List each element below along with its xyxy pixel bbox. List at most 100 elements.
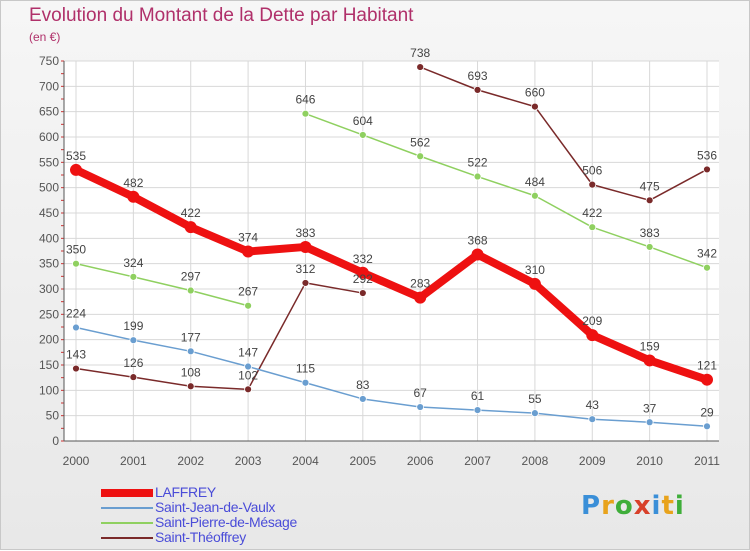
data-label-laffrey: 310 — [525, 263, 545, 277]
y-tick-label: 200 — [39, 333, 59, 347]
data-point-saint-jean-de-vaulx — [588, 415, 597, 424]
data-point-laffrey — [184, 221, 197, 234]
data-point-saint-jean-de-vaulx — [186, 347, 195, 356]
data-label-saint-pierre-de-mesage: 484 — [525, 175, 545, 189]
data-label-laffrey: 332 — [353, 252, 373, 266]
data-point-saint-jean-de-vaulx — [301, 378, 310, 387]
data-label-saint-theoffrey: 108 — [181, 365, 201, 379]
x-tick-label: 2006 — [407, 454, 434, 468]
x-tick-label: 2004 — [292, 454, 319, 468]
data-label-saint-jean-de-vaulx: 61 — [471, 389, 485, 403]
data-point-saint-pierre-de-mesage — [301, 109, 310, 118]
x-tick-label: 2009 — [579, 454, 606, 468]
data-label-saint-pierre-de-mesage: 342 — [697, 247, 717, 261]
data-point-saint-pierre-de-mesage — [531, 191, 539, 200]
data-point-saint-pierre-de-mesage — [72, 259, 80, 268]
data-label-saint-jean-de-vaulx: 55 — [528, 392, 542, 406]
x-tick-label: 2003 — [235, 454, 262, 468]
data-label-saint-theoffrey: 143 — [66, 348, 86, 362]
data-point-saint-jean-de-vaulx — [244, 362, 252, 371]
y-tick-label: 600 — [39, 130, 59, 144]
legend-swatch — [101, 537, 153, 539]
y-tick-label: 100 — [39, 383, 59, 397]
data-label-saint-theoffrey: 536 — [697, 148, 717, 162]
data-label-saint-jean-de-vaulx: 177 — [181, 330, 201, 344]
x-tick-label: 2011 — [694, 454, 720, 468]
chart-subtitle: (en €) — [29, 30, 61, 44]
data-label-laffrey: 482 — [123, 176, 143, 190]
data-point-saint-theoffrey — [531, 102, 539, 111]
data-label-saint-theoffrey: 475 — [640, 179, 660, 193]
data-point-laffrey — [127, 190, 140, 203]
data-point-saint-jean-de-vaulx — [645, 418, 654, 427]
data-point-saint-theoffrey — [416, 63, 425, 71]
legend-label: Saint-Théoffrey — [155, 529, 246, 545]
legend-label: LAFFREY — [155, 484, 216, 500]
data-label-saint-pierre-de-mesage: 646 — [295, 93, 315, 107]
y-tick-label: 650 — [39, 105, 59, 119]
y-tick-label: 500 — [39, 181, 59, 195]
data-label-saint-pierre-de-mesage: 562 — [410, 135, 430, 149]
data-label-saint-pierre-de-mesage: 383 — [640, 226, 660, 240]
y-tick-label: 250 — [39, 307, 59, 321]
legend-swatch — [101, 507, 153, 509]
series-line-saint-theoffrey — [75, 66, 708, 391]
data-point-saint-theoffrey — [358, 289, 367, 297]
data-label-laffrey: 383 — [295, 226, 315, 240]
data-point-laffrey — [586, 329, 599, 342]
data-point-saint-jean-de-vaulx — [531, 409, 539, 418]
y-tick-label: 150 — [39, 358, 59, 372]
data-point-saint-pierre-de-mesage — [129, 272, 138, 281]
data-label-laffrey: 422 — [181, 206, 201, 220]
x-tick-label: 2010 — [636, 454, 663, 468]
y-tick-label: 400 — [39, 231, 59, 245]
legend-label: Saint-Pierre-de-Mésage — [155, 514, 298, 530]
x-tick-label: 2007 — [464, 454, 491, 468]
y-tick-label: 0 — [52, 434, 59, 448]
data-label-saint-jean-de-vaulx: 147 — [238, 346, 258, 360]
x-tick-label: 2000 — [63, 454, 90, 468]
data-point-laffrey — [414, 291, 427, 304]
data-point-laffrey — [242, 245, 255, 258]
y-tick-label: 550 — [39, 155, 59, 169]
data-point-saint-jean-de-vaulx — [129, 336, 138, 345]
data-point-laffrey — [643, 354, 656, 367]
data-label-saint-theoffrey: 126 — [123, 356, 143, 370]
data-point-laffrey — [299, 240, 312, 253]
data-label-saint-pierre-de-mesage: 297 — [181, 270, 201, 284]
plot-area — [64, 61, 719, 441]
data-label-laffrey: 159 — [640, 339, 660, 353]
data-label-saint-jean-de-vaulx: 83 — [356, 378, 370, 392]
series-line-saint-pierre-de-mesage — [75, 112, 708, 307]
y-tick-label: 300 — [39, 282, 59, 296]
data-point-saint-jean-de-vaulx — [416, 403, 425, 411]
data-label-laffrey: 283 — [410, 277, 430, 291]
data-point-laffrey — [471, 248, 484, 261]
data-point-saint-jean-de-vaulx — [473, 406, 482, 414]
legend-swatch — [101, 522, 153, 524]
data-point-saint-theoffrey — [588, 180, 597, 189]
data-point-saint-jean-de-vaulx — [358, 395, 367, 403]
data-point-saint-theoffrey — [645, 196, 654, 205]
data-label-laffrey: 368 — [468, 234, 488, 248]
data-label-saint-theoffrey: 738 — [410, 46, 430, 60]
y-tick-label: 350 — [39, 257, 59, 271]
y-tick-label: 700 — [39, 79, 59, 93]
data-label-laffrey: 535 — [66, 149, 86, 163]
data-label-saint-theoffrey: 660 — [525, 86, 545, 100]
series-line-saint-jean-de-vaulx — [75, 326, 708, 428]
data-point-saint-pierre-de-mesage — [703, 263, 711, 272]
data-point-saint-pierre-de-mesage — [473, 172, 482, 181]
data-point-saint-theoffrey — [186, 382, 195, 391]
legend-label: Saint-Jean-de-Vaulx — [155, 499, 276, 515]
data-label-saint-theoffrey: 292 — [353, 272, 373, 286]
data-label-laffrey: 374 — [238, 231, 258, 245]
data-label-saint-jean-de-vaulx: 115 — [296, 362, 315, 376]
data-point-saint-pierre-de-mesage — [645, 243, 654, 251]
data-point-saint-theoffrey — [72, 364, 80, 373]
data-point-saint-pierre-de-mesage — [416, 152, 425, 161]
data-label-saint-jean-de-vaulx: 224 — [66, 307, 86, 321]
data-point-saint-theoffrey — [244, 385, 252, 394]
data-point-saint-theoffrey — [473, 85, 482, 94]
